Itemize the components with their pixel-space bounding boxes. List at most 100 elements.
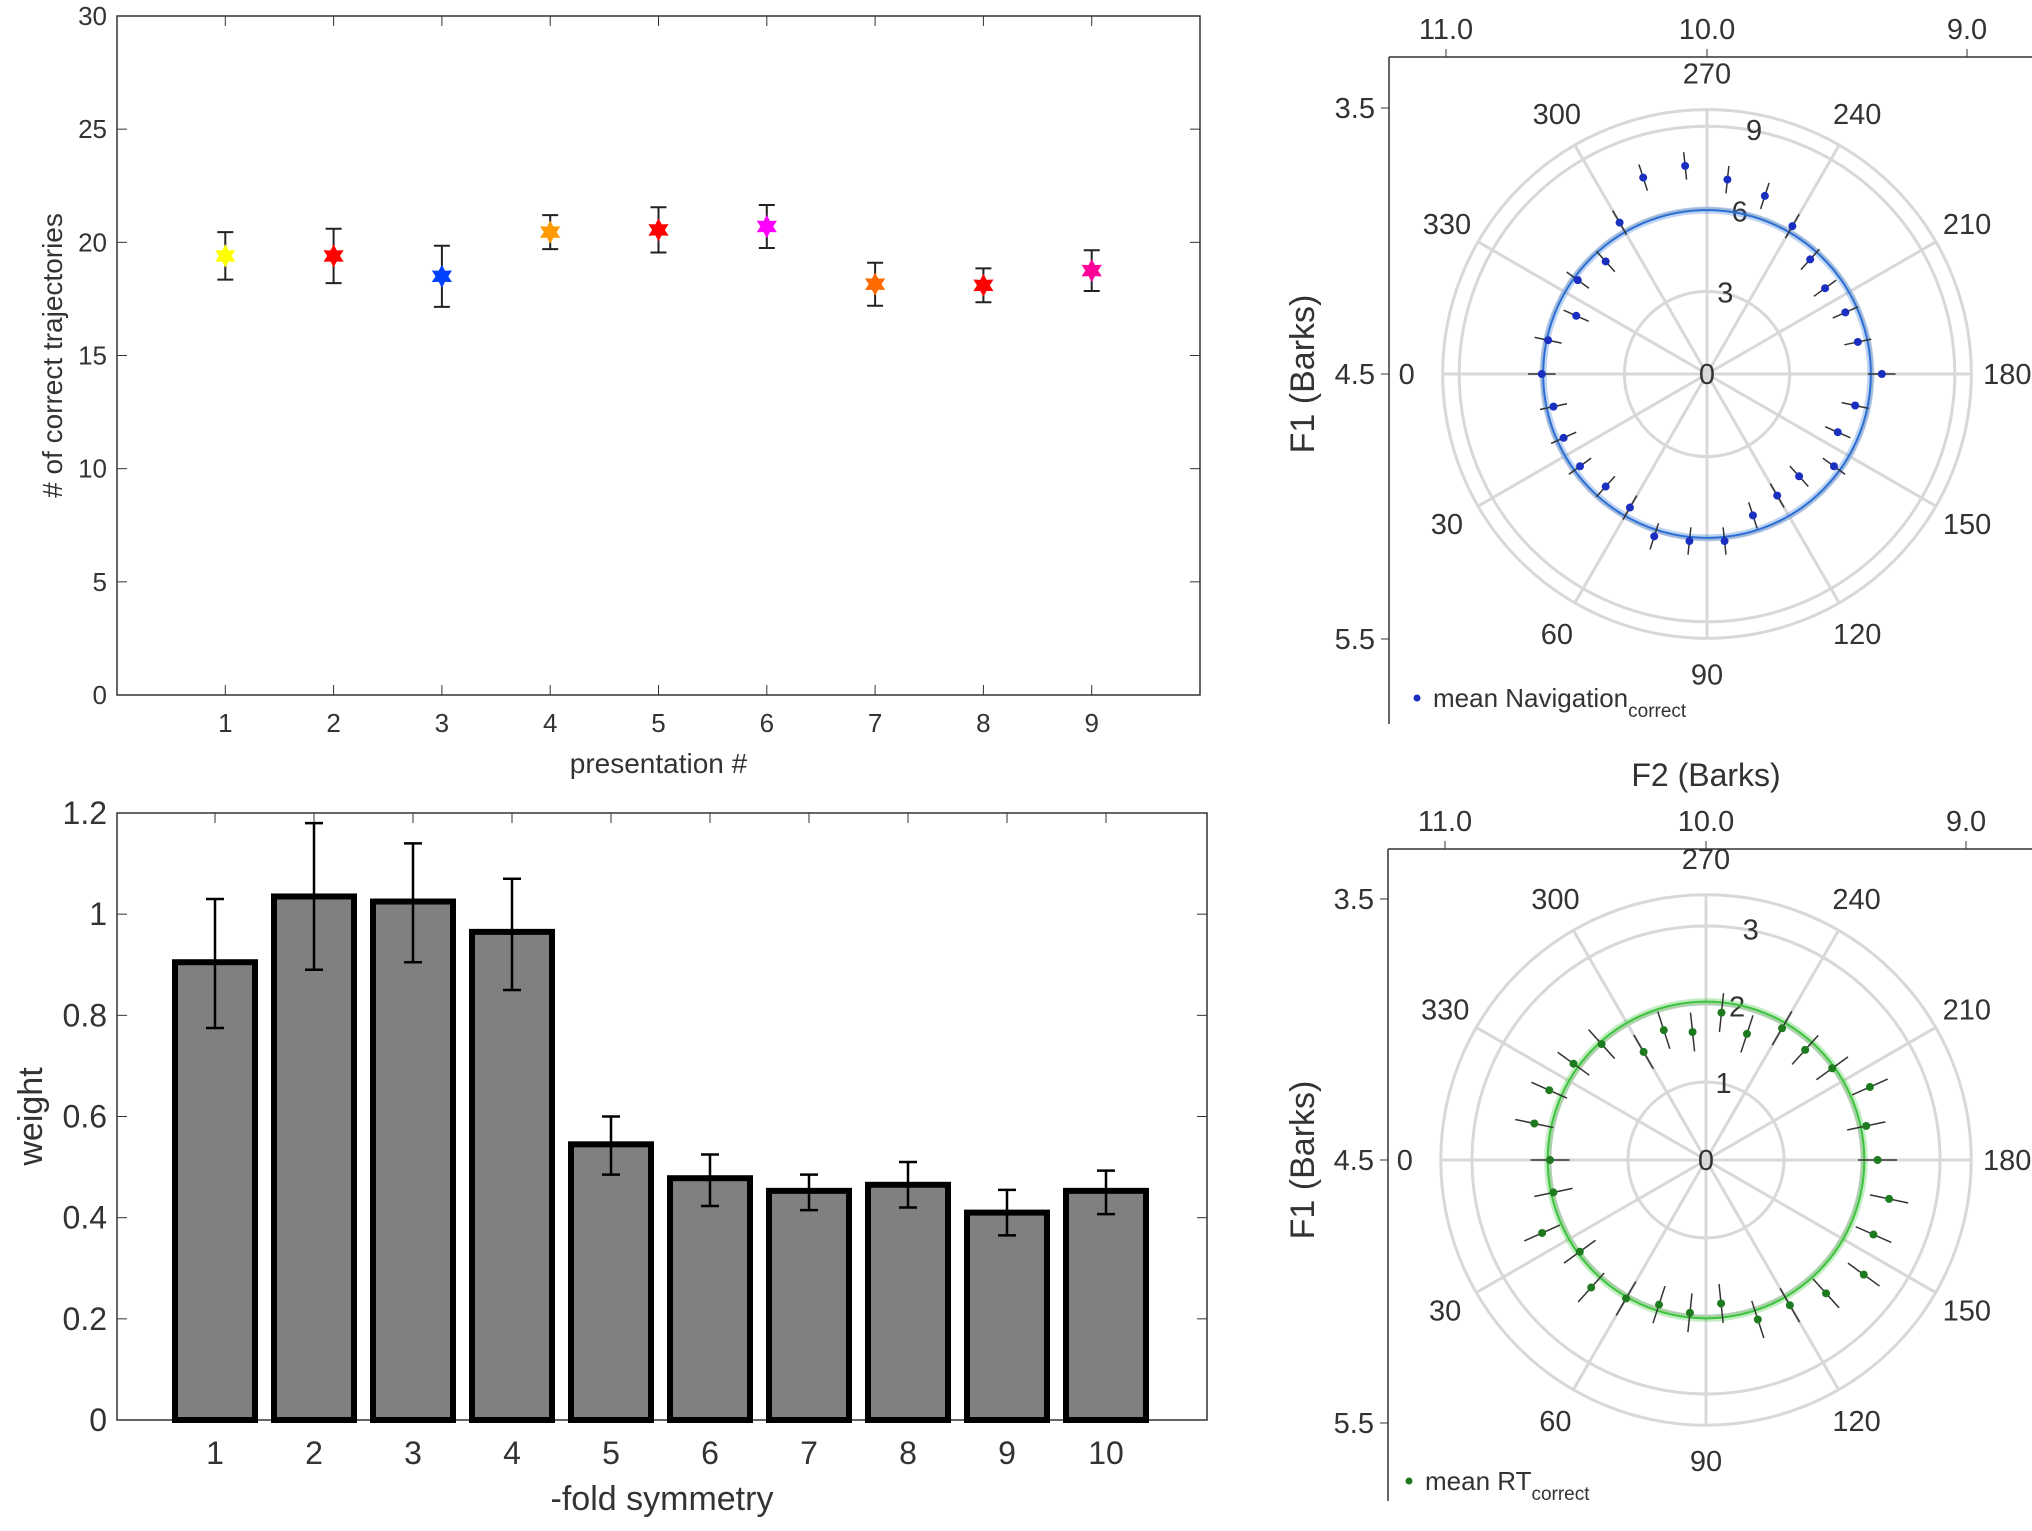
x-tick-label: 5 bbox=[602, 1435, 620, 1471]
legend-subscript: correct bbox=[1628, 701, 1687, 722]
error-bar bbox=[899, 1160, 917, 1209]
top-tick-label: 10.0 bbox=[1678, 806, 1734, 838]
data-point bbox=[1822, 1289, 1831, 1298]
x-tick-label: 2 bbox=[326, 708, 340, 738]
angle-label: 180 bbox=[1983, 1145, 2031, 1177]
data-point bbox=[1862, 1121, 1871, 1130]
y-axis-label: weight bbox=[12, 1067, 50, 1167]
angle-label: 0 bbox=[1397, 1145, 1413, 1177]
data-point bbox=[1544, 336, 1553, 345]
angle-label: 210 bbox=[1943, 209, 1991, 241]
left-tick-label: 3.5 bbox=[1335, 93, 1375, 125]
x-tick-label: 3 bbox=[435, 708, 449, 738]
data-point bbox=[1549, 402, 1558, 411]
angle-label: 210 bbox=[1943, 994, 1991, 1026]
data-point bbox=[1873, 1156, 1882, 1164]
y-tick-label: 15 bbox=[78, 341, 107, 371]
data-point bbox=[431, 264, 453, 288]
data-point bbox=[1625, 503, 1634, 512]
legend-marker bbox=[1413, 694, 1421, 702]
x-tick-label: 5 bbox=[651, 708, 665, 738]
data-point bbox=[756, 214, 777, 239]
data-point bbox=[1778, 1024, 1787, 1033]
x-tick-label: 8 bbox=[899, 1435, 917, 1471]
data-point bbox=[1530, 1119, 1539, 1128]
bar bbox=[964, 1209, 1050, 1423]
angle-label: 270 bbox=[1683, 59, 1731, 91]
error-bar bbox=[998, 1188, 1016, 1237]
data-point bbox=[540, 220, 561, 244]
angle-label: 270 bbox=[1682, 844, 1730, 876]
plot-frame bbox=[116, 15, 1201, 696]
data-point bbox=[1788, 222, 1797, 231]
top-tick-label: 11.0 bbox=[1419, 14, 1473, 46]
angle-label: 150 bbox=[1943, 1296, 1991, 1328]
data-point bbox=[1851, 401, 1860, 410]
x-tick-label: 4 bbox=[503, 1435, 521, 1471]
y-tick-label: 30 bbox=[78, 1, 107, 31]
data-point bbox=[1806, 255, 1815, 264]
polar-spoke bbox=[1477, 240, 1937, 508]
data-point bbox=[1785, 1301, 1794, 1310]
data-point bbox=[1546, 1156, 1554, 1164]
radial-tick-label: 6 bbox=[1732, 196, 1748, 228]
angle-label: 90 bbox=[1690, 1446, 1722, 1478]
x-axis-label: presentation # bbox=[570, 748, 748, 779]
angle-label: 120 bbox=[1833, 619, 1881, 651]
angle-label: 30 bbox=[1429, 1296, 1461, 1328]
data-point bbox=[323, 244, 344, 268]
x-tick-label: 6 bbox=[701, 1435, 719, 1471]
x-tick-label: 10 bbox=[1088, 1435, 1124, 1471]
y-axis-label: # of correct trajectories bbox=[37, 213, 68, 498]
data-point bbox=[1753, 1315, 1762, 1324]
radial-tick-label: 9 bbox=[1746, 115, 1762, 147]
data-point bbox=[1821, 284, 1830, 293]
data-point bbox=[215, 244, 236, 268]
data-point bbox=[1081, 258, 1102, 283]
left-axis-label: F1 (Barks) bbox=[1284, 295, 1322, 454]
top-tick-label: 11.0 bbox=[1418, 806, 1472, 838]
data-point bbox=[1601, 257, 1610, 266]
angle-label: 240 bbox=[1832, 884, 1880, 916]
angle-label: 240 bbox=[1833, 99, 1881, 131]
data-point bbox=[1865, 1083, 1874, 1092]
error-bar bbox=[305, 821, 323, 972]
bar bbox=[172, 959, 258, 1423]
angle-label: 300 bbox=[1533, 99, 1581, 131]
x-tick-label: 2 bbox=[305, 1435, 323, 1471]
data-point bbox=[1841, 308, 1850, 317]
left-tick-label: 3.5 bbox=[1334, 884, 1374, 916]
x-tick-label: 9 bbox=[998, 1435, 1016, 1471]
left-tick-label: 4.5 bbox=[1335, 359, 1375, 391]
scatter-chart: 0 5 10 15 20 25 30 1 2 3 4 5 6 7 8 9 presentation # # of … bbox=[37, 1, 1201, 779]
bar bbox=[370, 898, 456, 1423]
data-point bbox=[1549, 1188, 1558, 1197]
angle-label: 150 bbox=[1943, 509, 1991, 541]
bar bbox=[1063, 1187, 1149, 1424]
data-point bbox=[1795, 472, 1804, 481]
radial-tick-label: 1 bbox=[1715, 1068, 1731, 1100]
bar bbox=[271, 893, 357, 1423]
y-tick-label: 0.6 bbox=[63, 1099, 107, 1135]
data-point bbox=[1760, 191, 1769, 200]
data-point bbox=[1748, 511, 1757, 520]
left-tick-label: 5.5 bbox=[1334, 1408, 1374, 1440]
data-point bbox=[1717, 1008, 1726, 1017]
top-axis-label: F2 (Barks) bbox=[1631, 757, 1780, 793]
data-point bbox=[973, 273, 994, 297]
y-tick-label: 0.2 bbox=[63, 1301, 107, 1337]
data-point bbox=[1853, 337, 1862, 346]
x-tick-label: 8 bbox=[976, 708, 990, 738]
x-tick-label: 9 bbox=[1084, 708, 1098, 738]
radial-tick-label: 0 bbox=[1698, 1145, 1714, 1177]
top-tick-label: 9.0 bbox=[1947, 14, 1987, 46]
data-point bbox=[1545, 1086, 1554, 1095]
top-tick-label: 9.0 bbox=[1946, 806, 1986, 838]
data-point bbox=[1537, 370, 1546, 378]
y-tick-label: 20 bbox=[78, 227, 107, 257]
angle-label: 30 bbox=[1431, 509, 1463, 541]
data-point bbox=[1601, 482, 1610, 491]
x-axis-label: -fold symmetry bbox=[551, 1480, 774, 1518]
bar bbox=[667, 1175, 753, 1423]
